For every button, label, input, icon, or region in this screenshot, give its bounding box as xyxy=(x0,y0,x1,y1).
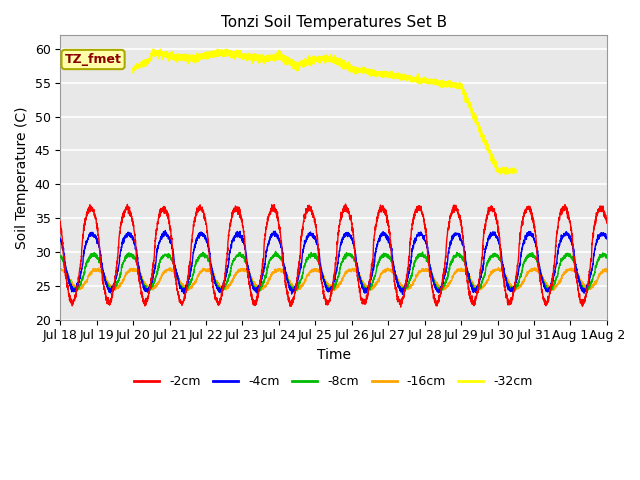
Legend: -2cm, -4cm, -8cm, -16cm, -32cm: -2cm, -4cm, -8cm, -16cm, -32cm xyxy=(129,370,538,393)
X-axis label: Time: Time xyxy=(317,348,351,362)
Y-axis label: Soil Temperature (C): Soil Temperature (C) xyxy=(15,106,29,249)
Title: Tonzi Soil Temperatures Set B: Tonzi Soil Temperatures Set B xyxy=(221,15,447,30)
Text: TZ_fmet: TZ_fmet xyxy=(65,53,122,66)
